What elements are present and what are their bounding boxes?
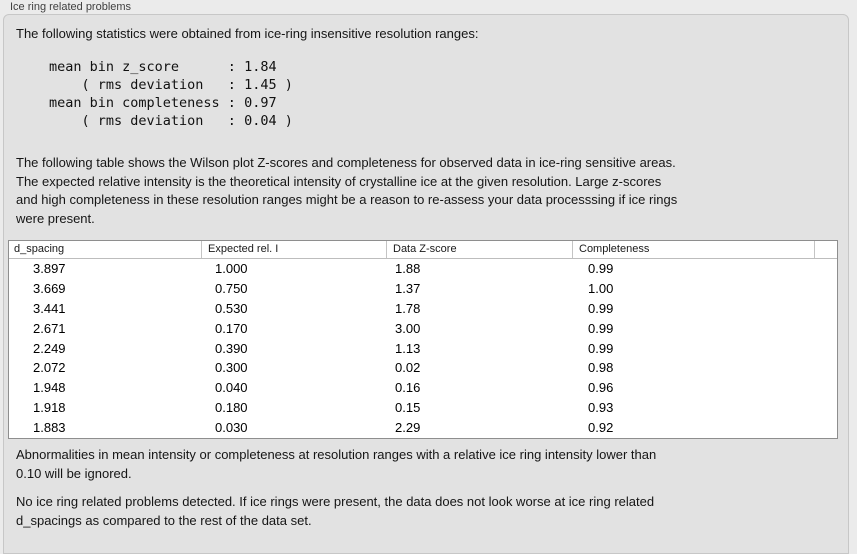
- table-cell: 1.37: [395, 280, 421, 296]
- table-cell: 1.948: [33, 380, 66, 396]
- table-cell: 1.00: [588, 280, 614, 296]
- table-row[interactable]: 3.669 0.750 1.37 1.00: [9, 279, 837, 299]
- table-row[interactable]: 2.249 0.390 1.13 0.99: [9, 339, 837, 359]
- table-cell: 1.88: [395, 261, 421, 276]
- table-header-empty: [815, 241, 837, 258]
- table-cell: 0.92: [588, 420, 614, 436]
- ice-ring-report-window: { "panel": { "title": "Ice ring related …: [3, 1, 849, 554]
- table-cell: 0.180: [215, 400, 248, 416]
- table-cell: 0.300: [215, 360, 248, 376]
- table-cell: 2.671: [33, 320, 66, 336]
- table-cell: 1.78: [395, 300, 421, 316]
- table-cell: 3.669: [33, 280, 66, 296]
- table-cell: 0.99: [588, 340, 614, 356]
- table-cell: 0.93: [588, 400, 614, 416]
- table-header-data-z-score[interactable]: Data Z-score: [387, 241, 573, 258]
- groupbox-title: Ice ring related problems: [10, 1, 132, 13]
- table-cell: 2.249: [33, 340, 66, 356]
- table-cell: 0.16: [395, 380, 421, 396]
- table-cell: 0.390: [215, 340, 248, 356]
- table-header-row: d_spacing Expected rel. I Data Z-score C…: [9, 241, 837, 259]
- table-cell: 0.96: [588, 380, 614, 396]
- table-cell: 0.99: [588, 300, 614, 316]
- table-cell: 0.99: [588, 261, 614, 276]
- table-cell: 0.02: [395, 360, 421, 376]
- table-cell: 0.170: [215, 320, 248, 336]
- table-cell: 3.441: [33, 300, 66, 316]
- ice-ring-table[interactable]: d_spacing Expected rel. I Data Z-score C…: [8, 240, 838, 439]
- table-row[interactable]: 1.918 0.180 0.15 0.93: [9, 398, 837, 418]
- table-row[interactable]: 1.883 0.030 2.29 0.92: [9, 418, 837, 438]
- table-row[interactable]: 3.441 0.530 1.78 0.99: [9, 299, 837, 319]
- ignore-note-text: Abnormalities in mean intensity or compl…: [16, 447, 657, 481]
- table-row[interactable]: 2.072 0.300 0.02 0.98: [9, 358, 837, 378]
- table-header-completeness[interactable]: Completeness: [573, 241, 815, 258]
- table-cell: 0.99: [588, 320, 614, 336]
- table-cell: 2.29: [395, 420, 421, 436]
- table-cell: 2.072: [33, 360, 66, 376]
- table-cell: 1.000: [215, 261, 248, 276]
- table-header-expected-rel-i[interactable]: Expected rel. I: [202, 241, 387, 258]
- table-row[interactable]: 2.671 0.170 3.00 0.99: [9, 319, 837, 339]
- table-cell: 0.750: [215, 280, 248, 296]
- table-cell: 1.918: [33, 400, 66, 416]
- table-cell: 3.897: [33, 261, 66, 276]
- table-cell: 0.530: [215, 300, 248, 316]
- table-row[interactable]: 1.948 0.040 0.16 0.96: [9, 378, 837, 398]
- table-row[interactable]: 3.897 1.000 1.88 0.99: [9, 259, 837, 279]
- ice-ring-groupbox: The following statistics were obtained f…: [3, 14, 849, 554]
- stats-monospace-block: mean bin z_score : 1.84 ( rms deviation …: [49, 59, 293, 129]
- table-cell: 0.15: [395, 400, 421, 416]
- table-cell: 1.883: [33, 420, 66, 436]
- description-text: The following table shows the Wilson plo…: [16, 155, 678, 226]
- table-header-d-spacing[interactable]: d_spacing: [9, 241, 202, 258]
- table-cell: 0.98: [588, 360, 614, 376]
- table-cell: 1.13: [395, 340, 421, 356]
- table-cell: 0.040: [215, 380, 248, 396]
- table-cell: 3.00: [395, 320, 421, 336]
- intro-text: The following statistics were obtained f…: [16, 26, 479, 41]
- table-cell: 0.030: [215, 420, 248, 436]
- conclusion-text: No ice ring related problems detected. I…: [16, 494, 655, 528]
